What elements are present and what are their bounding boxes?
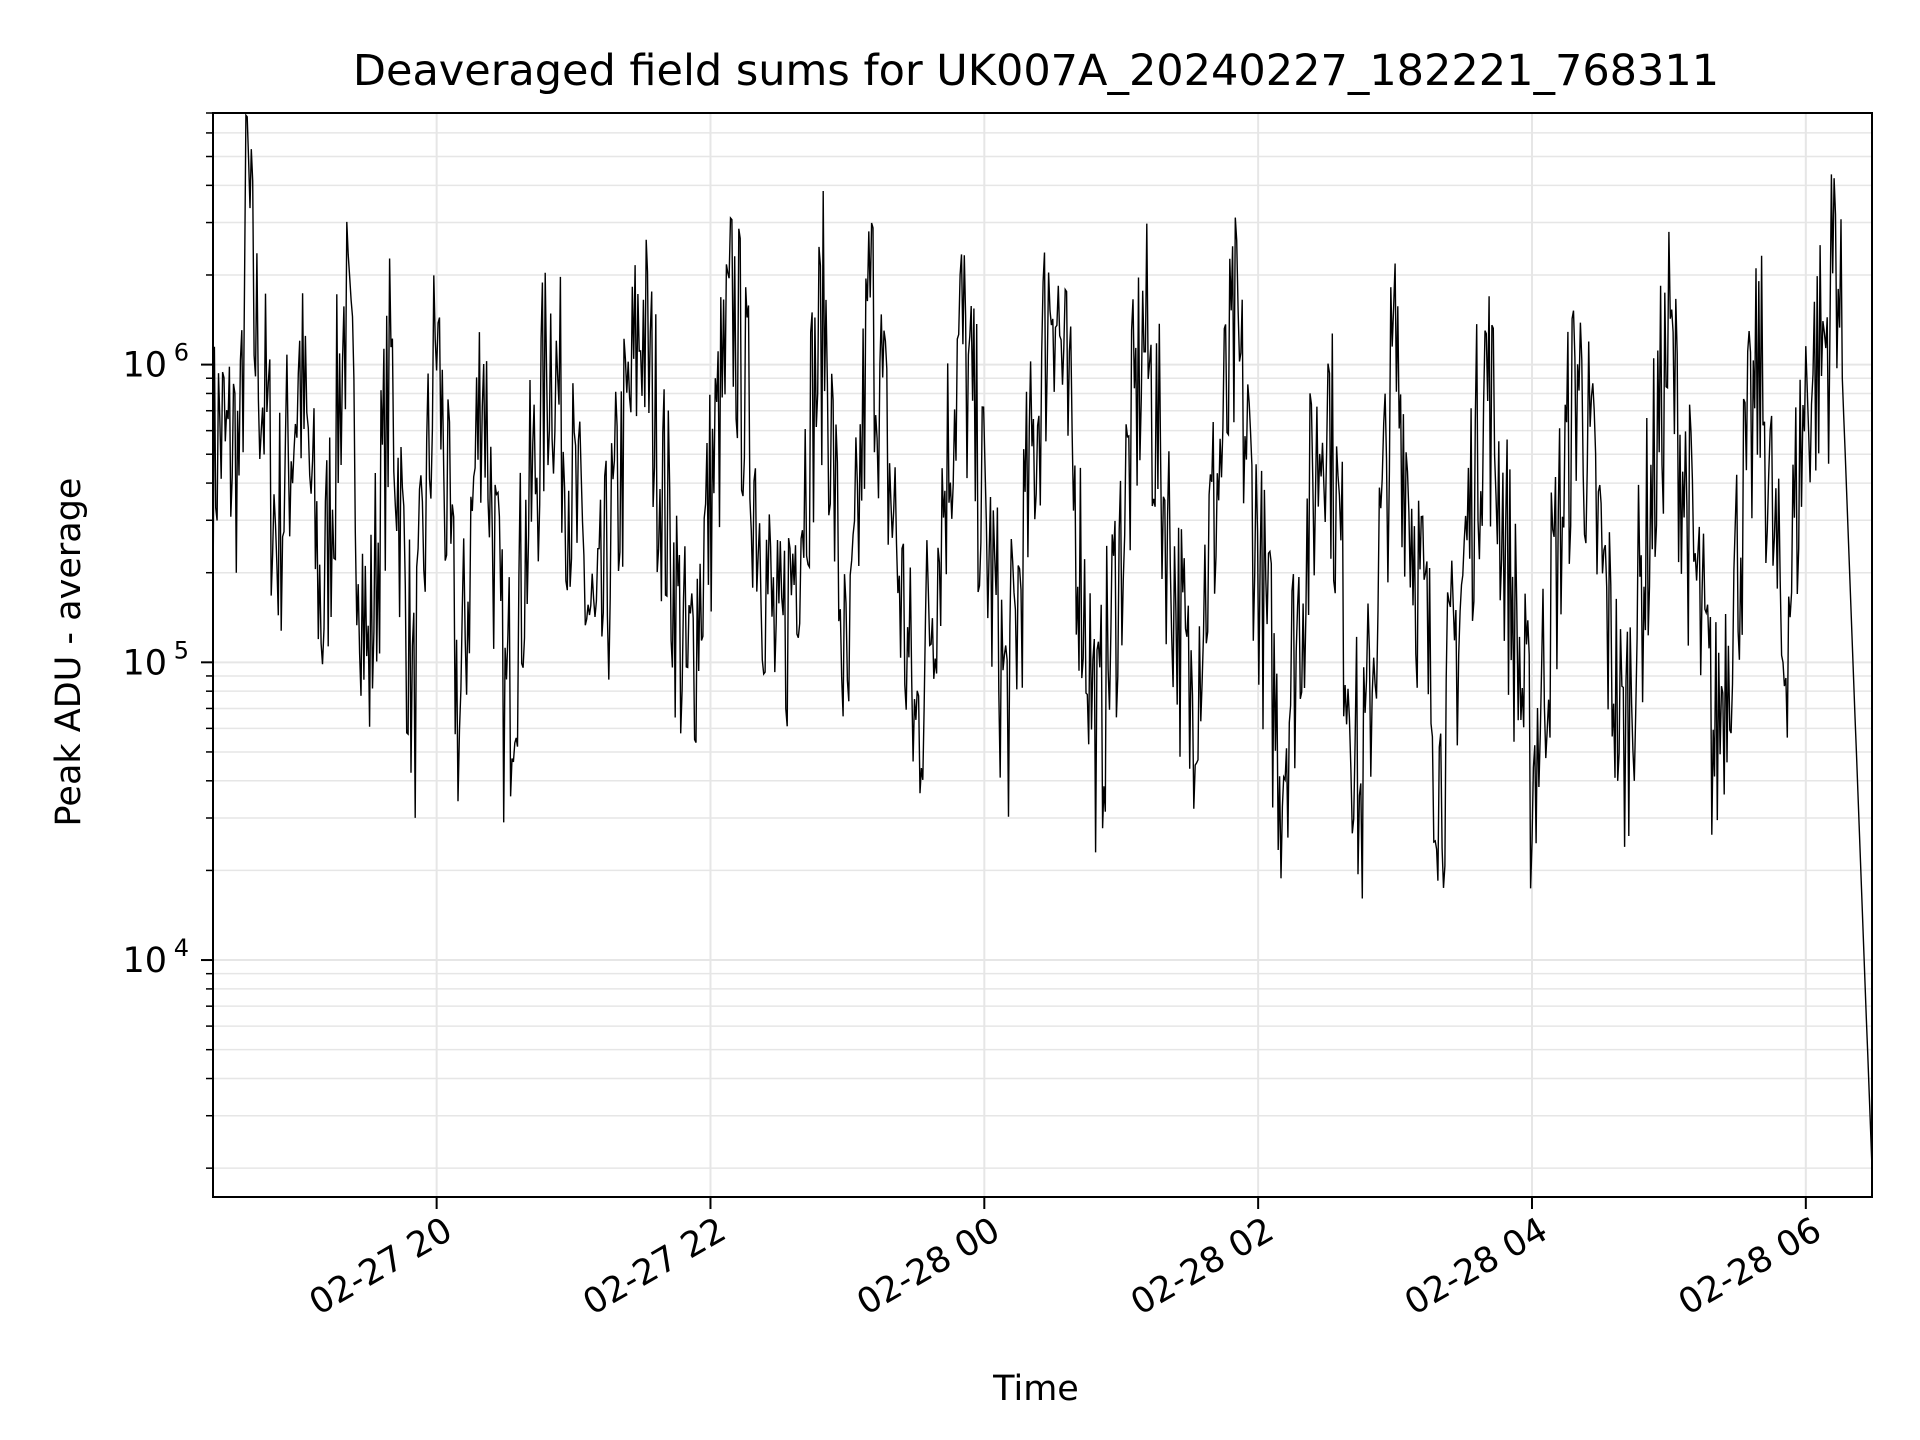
y-tick-exponent: 4 <box>174 934 189 962</box>
x-tick-label: 02-28 00 <box>851 1210 1007 1323</box>
x-tick-label: 02-27 20 <box>303 1210 459 1323</box>
plot-area-frame <box>212 112 1873 1198</box>
x-tick-label: 02-28 02 <box>1124 1210 1280 1323</box>
x-tick-label: 02-28 04 <box>1398 1210 1554 1323</box>
y-tick-label: 10 <box>122 643 167 683</box>
y-tick-label: 10 <box>122 941 167 981</box>
x-axis-ticks: 02-27 20 02-27 22 02-28 00 02-28 02 02-28 04… <box>303 1197 1828 1323</box>
series-line <box>212 113 1873 1169</box>
chart-title: Deaveraged field sums for UK007A_2024022… <box>353 46 1719 96</box>
y-axis-label: Peak ADU - average <box>49 478 89 827</box>
x-tick-label: 02-27 22 <box>577 1210 733 1323</box>
y-tick-label: 10 <box>122 346 167 386</box>
x-tick-label: 02-28 06 <box>1672 1210 1828 1323</box>
x-axis-label: Time <box>992 1369 1079 1409</box>
data-series <box>212 113 1873 1169</box>
y-tick-exponent: 5 <box>174 636 189 664</box>
y-tick-exponent: 6 <box>174 339 189 367</box>
